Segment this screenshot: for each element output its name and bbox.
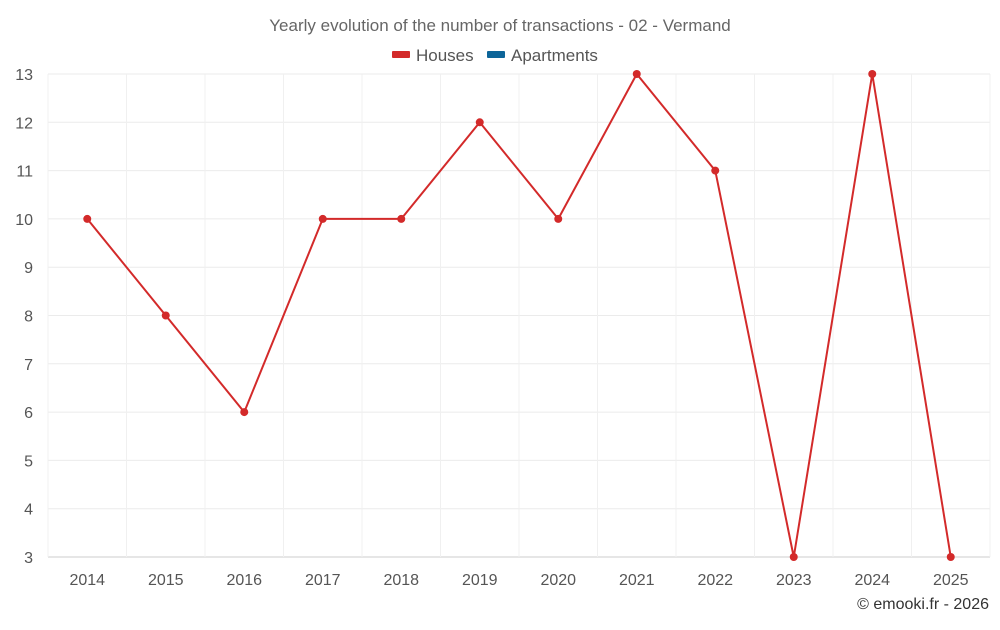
- y-tick-label: 9: [24, 260, 33, 277]
- data-point-houses-2025[interactable]: [946, 553, 955, 561]
- legend[interactable]: Houses Apartments: [392, 46, 598, 65]
- data-point-houses-2023[interactable]: [789, 553, 798, 561]
- legend-label-apartments: Apartments: [511, 46, 598, 65]
- y-tick-label: 12: [15, 115, 33, 132]
- chart-title: Yearly evolution of the number of transa…: [269, 16, 730, 35]
- y-tick-label: 10: [15, 212, 33, 229]
- legend-item-apartments[interactable]: Apartments: [487, 46, 598, 65]
- y-tick-label: 8: [24, 309, 33, 326]
- x-tick-label: 2018: [383, 572, 419, 589]
- data-point-houses-2016[interactable]: [240, 408, 249, 417]
- x-tick-label: 2014: [69, 572, 105, 589]
- series-line-houses: [86, 73, 952, 558]
- data-point-houses-2019[interactable]: [475, 118, 484, 127]
- series-houses: [83, 70, 955, 561]
- legend-label-houses: Houses: [416, 46, 474, 65]
- data-point-houses-2024[interactable]: [868, 70, 877, 78]
- data-point-houses-2018[interactable]: [397, 214, 406, 223]
- x-tick-label: 2024: [854, 572, 890, 589]
- data-point-houses-2022[interactable]: [711, 166, 720, 175]
- legend-swatch-apartments: [487, 51, 505, 58]
- data-point-houses-2014[interactable]: [83, 214, 92, 223]
- y-axis: 3 4 5 6 7 8 9 10 11 12 13: [15, 67, 33, 567]
- data-point-houses-2017[interactable]: [318, 214, 327, 223]
- y-tick-label: 3: [24, 550, 33, 567]
- x-tick-label: 2017: [305, 572, 341, 589]
- grid: [47, 73, 991, 558]
- y-tick-label: 6: [24, 405, 33, 422]
- x-tick-label: 2023: [776, 572, 812, 589]
- data-point-houses-2020[interactable]: [554, 214, 563, 223]
- x-tick-label: 2019: [462, 572, 498, 589]
- y-tick-label: 7: [24, 357, 33, 374]
- x-tick-label: 2020: [540, 572, 576, 589]
- x-tick-label: 2022: [697, 572, 733, 589]
- data-point-houses-2021[interactable]: [632, 70, 641, 78]
- x-tick-label: 2016: [226, 572, 262, 589]
- y-tick-label: 5: [24, 453, 33, 470]
- y-tick-label: 4: [24, 502, 33, 519]
- x-tick-label: 2021: [619, 572, 655, 589]
- credit-text: © emooki.fr - 2026: [857, 596, 989, 613]
- x-tick-label: 2025: [933, 572, 969, 589]
- x-axis: 2014 2015 2016 2017 2018 2019 2020 2021 2022 2023…: [69, 572, 968, 589]
- legend-swatch-houses: [392, 51, 410, 58]
- data-point-houses-2015[interactable]: [161, 311, 170, 320]
- y-tick-label: 13: [15, 67, 33, 84]
- legend-item-houses[interactable]: Houses: [392, 46, 474, 65]
- x-tick-label: 2015: [148, 572, 184, 589]
- y-tick-label: 11: [16, 164, 33, 181]
